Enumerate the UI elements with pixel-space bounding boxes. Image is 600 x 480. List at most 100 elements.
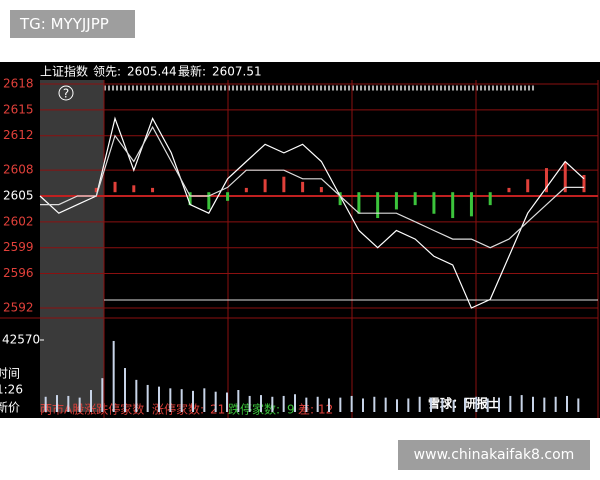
volume-bar — [452, 400, 455, 412]
lead-value: 2605.44 — [127, 65, 177, 79]
volume-bar — [464, 398, 466, 412]
volume-bar — [305, 397, 308, 412]
breadth-bar — [582, 174, 586, 193]
volume-bar — [135, 379, 138, 412]
breadth-bar — [432, 192, 436, 214]
latest-value: 2607.51 — [212, 65, 262, 79]
volume-bar — [407, 398, 410, 412]
volume-bar — [339, 397, 342, 412]
volume-bar — [294, 394, 296, 412]
volume-bar — [146, 384, 149, 412]
footer-value: 9 — [287, 403, 295, 417]
breadth-bar — [188, 192, 192, 206]
breadth-bar — [413, 192, 417, 206]
volume-bar — [282, 395, 285, 412]
breadth-bar — [544, 168, 548, 193]
volume-bar — [475, 396, 478, 412]
footer-value: 21 — [210, 403, 225, 417]
volume-bar — [203, 388, 206, 412]
side-label: 新价 — [0, 400, 20, 415]
breadth-bar — [244, 187, 248, 193]
breadth-bar — [488, 192, 492, 206]
volume-bar — [350, 395, 353, 412]
volume-bar — [509, 395, 512, 412]
footer-title: 两市A股涨跌停家数 — [40, 402, 144, 417]
chart-title: 上证指数 — [40, 64, 88, 79]
breadth-bar — [94, 187, 98, 193]
volume-bar — [124, 368, 126, 412]
volume-bar — [441, 399, 444, 412]
side-label: 1:26 — [0, 383, 23, 397]
breadth-bar — [151, 187, 155, 193]
volume-bar — [101, 378, 104, 412]
breadth-bar — [319, 187, 323, 193]
volume-bar — [373, 396, 376, 412]
y-tick-label: 2596 — [3, 266, 34, 280]
side-label: 时间 — [0, 367, 20, 381]
tag: TG: MYYJJPP — [10, 10, 135, 38]
price-line — [39, 116, 585, 309]
volume-bar — [44, 396, 47, 412]
y-tick-label: 2608 — [3, 163, 34, 177]
breadth-bar — [113, 181, 117, 193]
volume-bar — [418, 396, 421, 412]
help-icon — [58, 85, 74, 101]
volume-bar — [520, 395, 523, 412]
breadth-bar — [507, 187, 511, 193]
breadth-bar — [526, 179, 530, 193]
volume-bar — [543, 397, 546, 412]
breadth-bar — [376, 192, 380, 219]
footer-value: 12 — [318, 403, 333, 417]
volume-bar — [78, 397, 81, 412]
site-label: www.chinakaifak8.com — [398, 440, 590, 470]
breadth-bar — [394, 192, 398, 210]
footer-label: 跌停家数: — [228, 402, 280, 417]
breadth-bar — [263, 179, 267, 193]
volume-bar — [214, 391, 217, 412]
help-label: ? — [63, 87, 69, 101]
pre-open-shade — [40, 80, 104, 412]
volume-bar — [362, 398, 364, 412]
volume-bar — [260, 395, 262, 412]
y-tick-label: 2592 — [3, 301, 34, 315]
volume-bar — [158, 386, 160, 412]
volume-bar — [316, 396, 319, 412]
breadth-bar — [469, 192, 473, 217]
breadth-bar — [207, 192, 211, 210]
volume-bar — [169, 388, 172, 412]
volume-bar — [112, 340, 115, 412]
price-line — [40, 125, 584, 249]
volume-bar — [56, 395, 58, 412]
volume-bar — [384, 397, 387, 412]
y-tick-label: 2605 — [3, 189, 34, 203]
y-tick-label: 2615 — [3, 102, 34, 116]
volume-bar — [577, 398, 580, 412]
y-tick-label: 2599 — [3, 240, 34, 254]
volume-bar — [566, 395, 568, 412]
volume-bar — [67, 395, 70, 412]
breadth-bar — [301, 181, 305, 193]
footer-label: 涨停家数: — [152, 402, 204, 417]
breadth-bar — [226, 192, 230, 201]
volume-bar — [226, 392, 228, 412]
latest-label: 最新: — [178, 64, 206, 79]
breadth-bar — [451, 192, 455, 219]
breadth-bar — [357, 192, 361, 214]
y-tick-label: 2602 — [3, 214, 34, 228]
volume-bar — [554, 396, 557, 412]
breadth-bar — [132, 185, 136, 193]
volume-bar — [430, 397, 432, 412]
y-tick-label: 2612 — [3, 128, 34, 142]
volume-bar — [396, 399, 398, 412]
breadth-bar — [338, 192, 342, 206]
volume-bar — [486, 398, 489, 412]
volume-bar — [237, 390, 240, 412]
volume-bar — [180, 389, 183, 412]
volume-bar — [498, 397, 500, 412]
lead-label: 领先: — [93, 65, 121, 79]
volume-bar — [192, 390, 194, 412]
volume-bar — [271, 396, 274, 412]
volume-bar — [90, 390, 92, 412]
volume-bar — [328, 398, 330, 412]
